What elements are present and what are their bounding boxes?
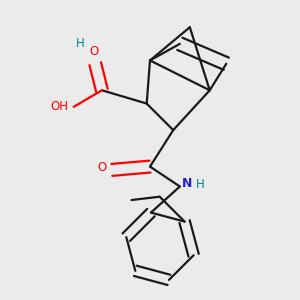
Text: OH: OH <box>51 100 69 113</box>
Text: H: H <box>76 38 85 50</box>
Text: N: N <box>182 177 192 190</box>
Text: O: O <box>98 161 107 174</box>
Text: O: O <box>89 45 98 58</box>
Text: H: H <box>196 178 205 191</box>
